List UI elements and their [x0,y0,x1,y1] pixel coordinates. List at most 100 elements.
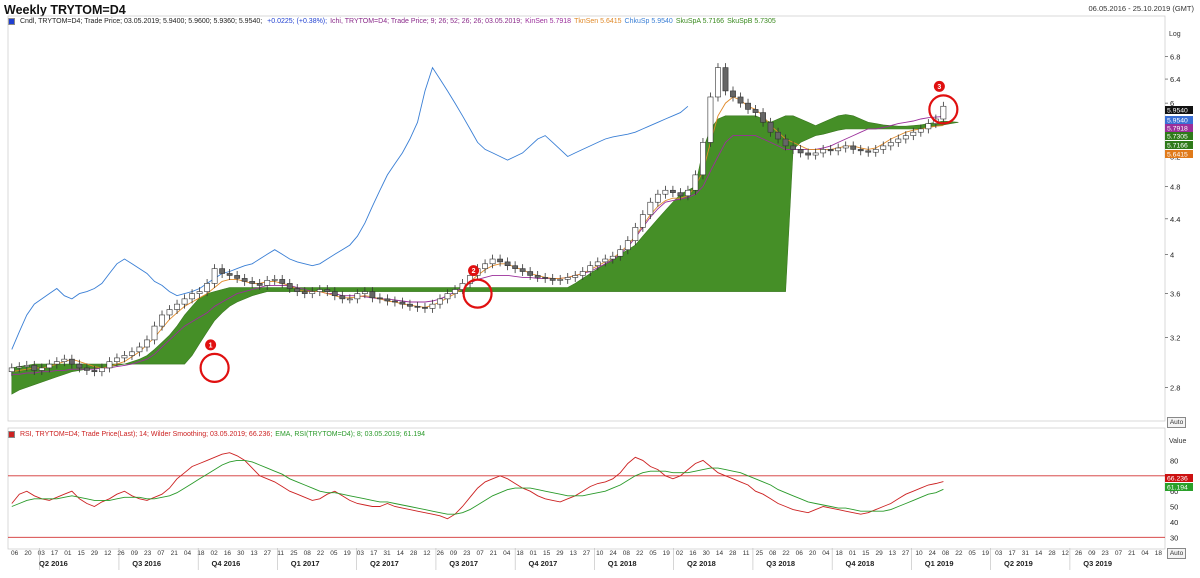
legend-toggle-icon[interactable] [8,431,15,438]
candle-body [609,255,616,260]
rsi-badge-bg [1165,474,1193,482]
price-tick-label: 4.8 [1170,182,1180,191]
legend-toggle-icon[interactable] [8,18,15,25]
x-day-label: 12 [423,550,431,557]
x-day-label: 19 [663,550,671,557]
x-day-label: 17 [1008,550,1016,557]
x-day-label: 31 [1022,550,1030,557]
x-day-label: 08 [304,550,312,557]
price-badge-bg [1165,116,1193,124]
candle-body [361,291,368,294]
candle-body [53,361,60,365]
x-day-label: 19 [344,550,352,557]
x-day-label: 09 [1088,550,1096,557]
price-badge-5: 5.6415 [1165,150,1193,159]
quarter-label: Q1 2017 [291,559,320,568]
x-day-label: 22 [955,550,963,557]
x-day-label: 18 [836,550,844,557]
candle-body [730,90,736,98]
x-day-label: 17 [51,550,59,557]
candle-body [399,301,406,305]
candle-body [632,227,639,241]
candle-body [917,128,924,133]
candle-body [497,258,504,263]
candle-body [452,289,458,294]
x-day-label: 13 [889,550,897,557]
rsi-auto-scale-button[interactable]: Auto [1167,548,1186,559]
candle-body [677,192,684,197]
candle-body [564,277,571,280]
candle-body [880,145,887,150]
candle-body [512,265,519,269]
chikou-span-line [11,66,689,350]
x-day-label: 22 [317,550,325,557]
x-day-label: 02 [676,550,684,557]
kijun-sen-line [11,115,944,375]
candle-body [805,152,812,156]
candle-body [174,303,180,310]
x-day-label: 06 [11,550,19,557]
x-day-label: 05 [330,550,338,557]
rsi-line [11,452,944,520]
x-day-label: 16 [689,550,697,557]
candle-body [685,189,691,197]
candle-body [91,370,98,373]
x-day-label: 23 [144,550,152,557]
candle-body [669,189,676,193]
x-day-label: 12 [104,550,112,557]
candle-body [519,268,526,272]
auto-scale-button[interactable]: Auto [1167,417,1186,428]
x-day-label: 14 [716,550,724,557]
candle-body [579,271,586,276]
candle-body [745,102,751,110]
x-day-label: 23 [463,550,471,557]
candle-body [790,145,797,150]
candle-body [286,283,293,289]
candle-body [835,147,842,152]
x-day-label: 07 [1115,550,1123,557]
candle-body [940,105,947,120]
x-day-label: 30 [237,550,245,557]
candle-body [422,307,428,309]
x-day-label: 20 [24,550,32,557]
candle-body [219,268,226,274]
price-badge-bg [1165,150,1193,158]
price-badge-text: 5.7305 [1167,134,1188,141]
x-day-label: 07 [157,550,165,557]
candle-body [842,145,849,149]
x-day-label: 29 [875,550,883,557]
candle-body [444,293,451,300]
candle-body [294,288,301,292]
candle-body [654,193,661,203]
x-day-label: 01 [64,550,72,557]
candle-body [617,249,624,257]
rsi-axis-label: Value [1169,438,1186,445]
x-day-label: 18 [1155,550,1163,557]
candle-body [46,363,53,369]
price-tick-label: 4.4 [1170,215,1180,224]
candle-body [715,67,721,98]
candle-body [279,279,286,284]
x-day-label: 26 [117,550,125,557]
x-day-label: 16 [224,550,232,557]
candle-body [324,289,331,292]
candle-body [722,67,729,92]
marker-circle-2 [462,278,493,309]
rsi-tick-label: 50 [1170,503,1178,512]
marker-label-3: 3 [937,84,941,91]
price-badge-3: 5.7305 [1165,132,1193,141]
x-day-label: 23 [1102,550,1110,557]
price-legend-item-4: TknSen 5.6415 [574,18,622,26]
price-tick-label: 3.6 [1170,290,1180,299]
candle-body [271,279,278,281]
x-day-label: 09 [450,550,458,557]
candle-body [865,150,872,153]
price-badge-1: 5.9540 [1165,116,1193,125]
candle-body [331,291,338,297]
candle-body [136,346,143,353]
candle-body [639,214,646,228]
candle-body [414,305,421,308]
x-day-label: 26 [437,550,445,557]
candle-body [594,261,601,267]
